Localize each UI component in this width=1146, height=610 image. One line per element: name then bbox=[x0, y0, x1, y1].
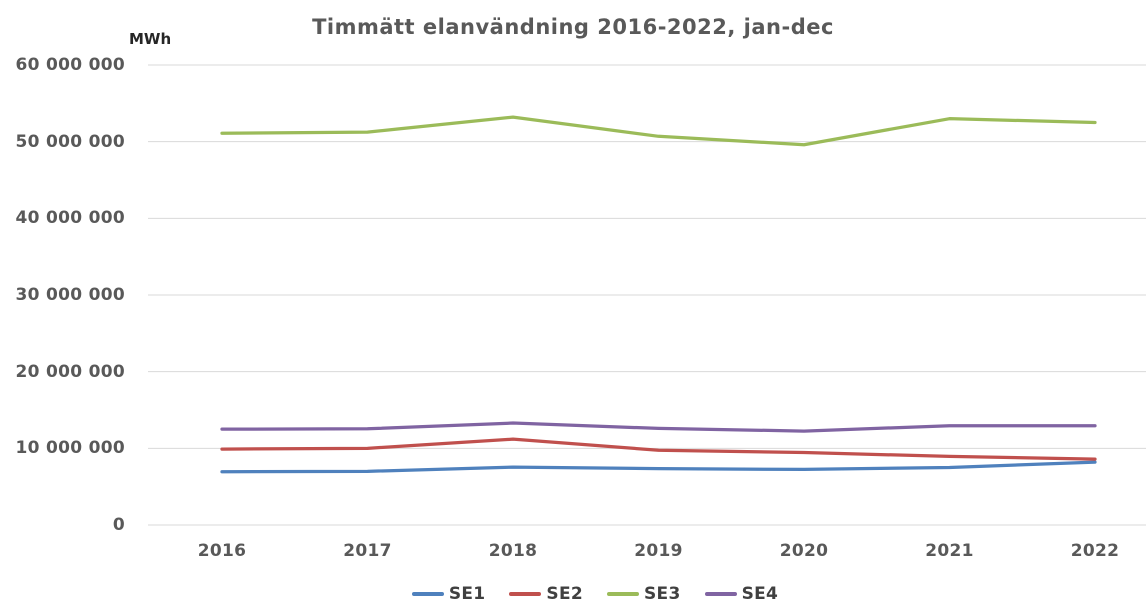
legend-item-se2: SE2 bbox=[509, 584, 583, 604]
legend-label: SE3 bbox=[644, 584, 681, 604]
chart-legend: SE1 SE2 SE3 SE4 bbox=[44, 584, 1146, 604]
x-tick-label: 2019 bbox=[634, 541, 683, 561]
series-line-se3 bbox=[220, 115, 1097, 147]
y-tick-label: 0 bbox=[112, 515, 125, 535]
y-tick-label: 40 000 000 bbox=[15, 208, 125, 229]
legend-swatch-icon bbox=[411, 592, 444, 596]
y-tick-label: 60 000 000 bbox=[15, 55, 125, 75]
y-tick-label: 20 000 000 bbox=[15, 361, 125, 382]
series-line-se2 bbox=[220, 437, 1097, 461]
legend-item-se4: SE4 bbox=[704, 584, 779, 604]
x-tick-label: 2021 bbox=[925, 541, 974, 561]
legend-swatch-icon bbox=[607, 592, 639, 596]
legend-label: SE4 bbox=[741, 584, 779, 604]
y-tick-label: 30 000 000 bbox=[15, 285, 125, 305]
x-tick-label: 2016 bbox=[197, 541, 247, 561]
legend-label: SE2 bbox=[546, 584, 583, 604]
legend-item-se1: SE1 bbox=[411, 584, 486, 604]
x-tick-label: 2017 bbox=[343, 541, 392, 561]
x-tick-label: 2018 bbox=[488, 541, 538, 561]
series-line-se1 bbox=[220, 460, 1097, 474]
y-axis-unit-label: MWh bbox=[129, 30, 172, 48]
chart-title: Timmätt elanvändning 2016-2022, jan-dec bbox=[312, 15, 834, 39]
y-tick-label: 50 000 000 bbox=[15, 131, 125, 152]
legend-item-se3: SE3 bbox=[607, 584, 681, 604]
series-line-se4 bbox=[220, 421, 1097, 433]
legend-label: SE1 bbox=[448, 584, 486, 604]
legend-swatch-icon bbox=[704, 592, 737, 596]
x-tick-label: 2020 bbox=[779, 541, 829, 561]
x-tick-label: 2022 bbox=[1070, 541, 1120, 561]
y-tick-label: 10 000 000 bbox=[15, 438, 125, 459]
legend-swatch-icon bbox=[509, 592, 542, 596]
